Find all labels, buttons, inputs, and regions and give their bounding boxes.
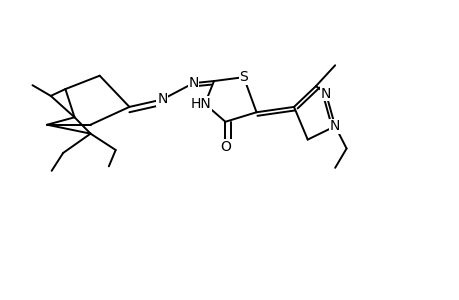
- Text: O: O: [219, 140, 230, 154]
- Text: HN: HN: [190, 97, 211, 111]
- Text: N: N: [157, 92, 167, 106]
- Text: N: N: [188, 76, 198, 90]
- Text: N: N: [320, 86, 330, 100]
- Text: N: N: [329, 119, 340, 133]
- Text: S: S: [239, 70, 247, 84]
